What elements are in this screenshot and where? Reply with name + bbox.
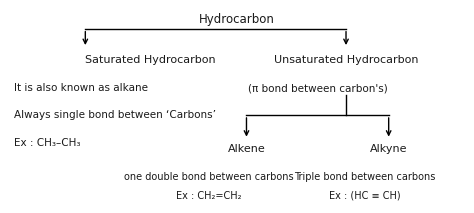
Text: Ex : CH₂=CH₂: Ex : CH₂=CH₂ [176,191,241,201]
Text: (π bond between carbon's): (π bond between carbon's) [248,83,387,93]
Text: Ex : CH₃–CH₃: Ex : CH₃–CH₃ [14,138,81,148]
Text: Saturated Hydrocarbon: Saturated Hydrocarbon [85,55,216,65]
Text: Hydrocarbon: Hydrocarbon [199,13,275,26]
Text: Always single bond between ‘Carbons’: Always single bond between ‘Carbons’ [14,110,216,120]
Text: Unsaturated Hydrocarbon: Unsaturated Hydrocarbon [274,55,418,65]
Text: one double bond between carbons: one double bond between carbons [124,172,293,182]
Text: It is also known as alkane: It is also known as alkane [14,83,148,93]
Text: Alkyne: Alkyne [370,144,408,154]
Text: Triple bond between carbons: Triple bond between carbons [294,172,436,182]
Text: Alkene: Alkene [228,144,265,154]
Text: Ex : (HC ≡ CH): Ex : (HC ≡ CH) [329,191,401,201]
